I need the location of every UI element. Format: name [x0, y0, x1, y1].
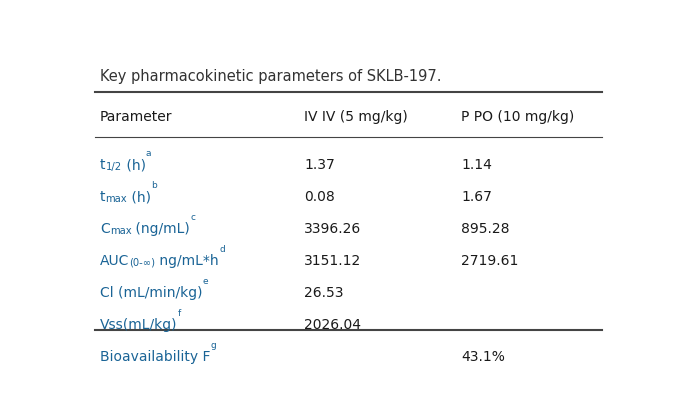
Text: (0-∞): (0-∞) — [130, 258, 155, 268]
Text: t: t — [100, 190, 105, 204]
Text: (ng/mL): (ng/mL) — [132, 222, 190, 236]
Text: a: a — [146, 149, 151, 158]
Text: (h): (h) — [122, 158, 146, 172]
Text: ng/mL*h: ng/mL*h — [155, 254, 219, 268]
Text: Cl (mL/min/kg): Cl (mL/min/kg) — [100, 286, 202, 300]
Text: 1.14: 1.14 — [461, 158, 492, 172]
Text: 3396.26: 3396.26 — [304, 222, 361, 236]
Text: 2719.61: 2719.61 — [461, 254, 518, 268]
Text: P PO (10 mg/kg): P PO (10 mg/kg) — [461, 110, 574, 124]
Text: IV IV (5 mg/kg): IV IV (5 mg/kg) — [304, 110, 408, 124]
Text: C: C — [100, 222, 110, 236]
Text: 1/2: 1/2 — [105, 162, 122, 172]
Text: 1.37: 1.37 — [304, 158, 335, 172]
Text: 43.1%: 43.1% — [461, 350, 505, 364]
Text: 26.53: 26.53 — [304, 286, 344, 300]
Text: c: c — [190, 213, 195, 222]
Text: AUC: AUC — [100, 254, 130, 268]
Text: e: e — [202, 277, 208, 286]
Text: d: d — [219, 245, 225, 254]
Text: g: g — [211, 341, 216, 350]
Text: Vss(mL/kg): Vss(mL/kg) — [100, 318, 178, 332]
Text: 2026.04: 2026.04 — [304, 318, 361, 332]
Text: t: t — [100, 158, 105, 172]
Text: 0.08: 0.08 — [304, 190, 335, 204]
Text: 3151.12: 3151.12 — [304, 254, 361, 268]
Text: 1.67: 1.67 — [461, 190, 492, 204]
Text: Key pharmacokinetic parameters of SKLB-197.: Key pharmacokinetic parameters of SKLB-1… — [100, 69, 441, 84]
Text: f: f — [178, 309, 181, 318]
Text: max: max — [105, 194, 127, 204]
Text: Parameter: Parameter — [100, 110, 173, 124]
Text: Bioavailability F: Bioavailability F — [100, 350, 211, 364]
Text: max: max — [110, 226, 132, 236]
Text: b: b — [151, 181, 157, 190]
Text: 895.28: 895.28 — [461, 222, 510, 236]
Text: (h): (h) — [127, 190, 151, 204]
